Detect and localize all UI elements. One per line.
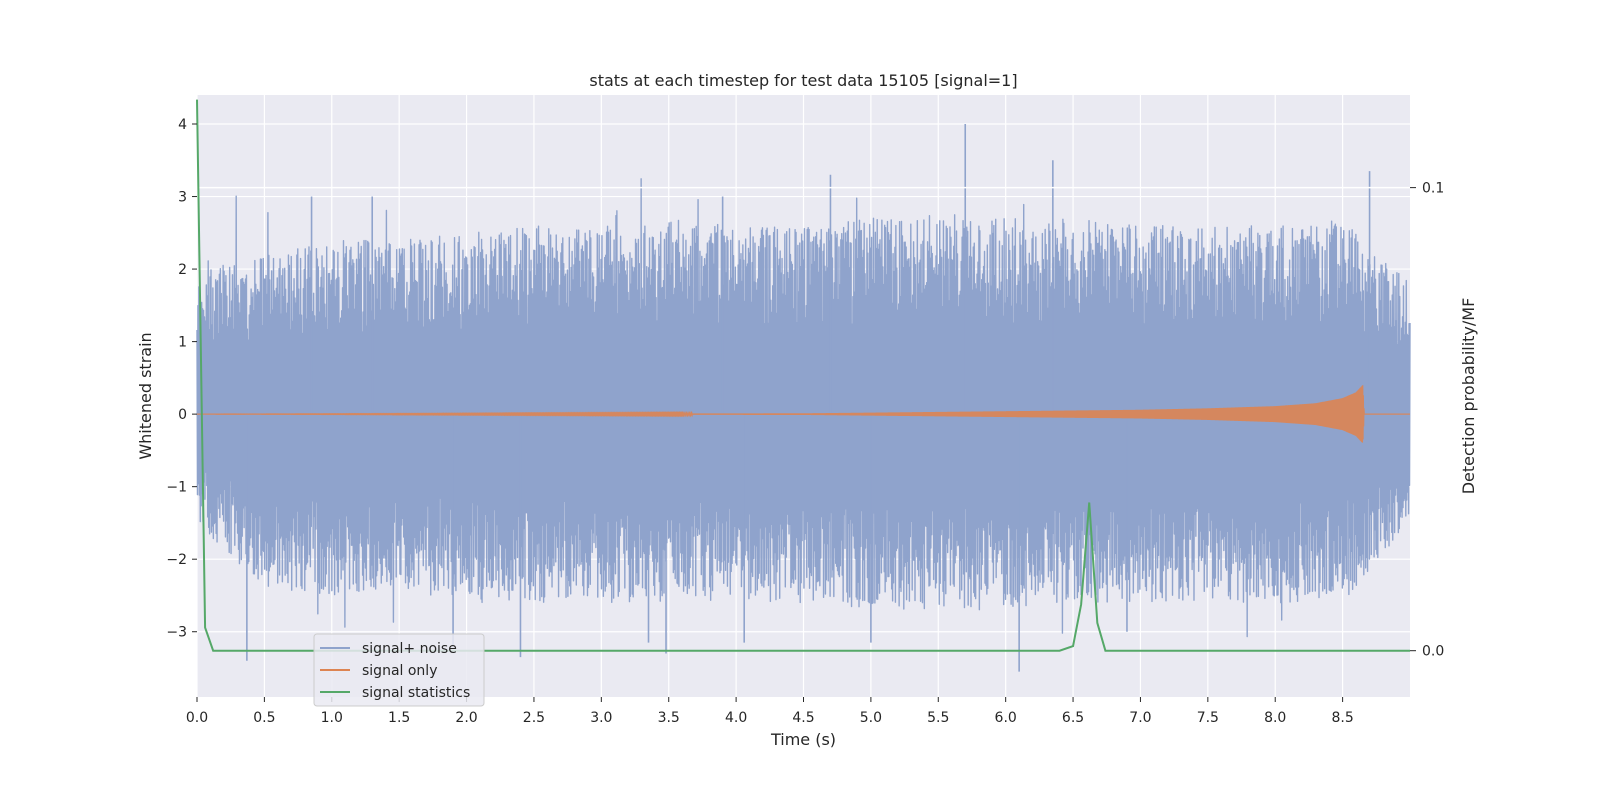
x-tick-label: 5.0 [860,710,882,726]
series-signal-statistics [196,99,1410,652]
y-axis-label-left: Whitened strain [136,332,155,459]
x-tick-label: 3.5 [658,710,680,726]
y-right-tick-label: 0.1 [1422,181,1444,197]
x-axis-label: Time (s) [770,730,836,749]
x-tick-label: 2.0 [455,710,477,726]
series-signal-noise [196,124,1411,672]
x-tick-label: 7.0 [1129,710,1151,726]
x-tick-label: 1.5 [388,710,410,726]
x-tick-label: 0.0 [186,710,208,726]
x-tick-label: 7.5 [1197,710,1219,726]
x-tick-label: 6.0 [995,710,1017,726]
y-left-tick-label: 3 [178,190,187,206]
x-tick-label: 0.5 [253,710,275,726]
signal-noise-line [196,178,1411,638]
x-tick-label: 2.5 [523,710,545,726]
y-right-tick-label: 0.0 [1422,644,1444,660]
y-axis-label-right: Detection probability/MF [1459,298,1478,495]
x-tick-label: 8.5 [1331,710,1353,726]
legend-label: signal+ noise [362,641,457,657]
y-left-tick-label: −2 [166,552,187,568]
legend: signal+ noise signal only signal statistic… [313,633,485,707]
y-left-tick-label: −3 [166,625,187,641]
legend-label: signal only [362,663,437,679]
y-left-tick-label: 1 [178,335,187,351]
y-left-tick-label: 0 [178,407,187,423]
y-left-tick-label: 4 [178,117,187,133]
x-tick-label: 4.0 [725,710,747,726]
x-tick-label: 5.5 [927,710,949,726]
y-left-tick-label: −1 [166,480,187,496]
legend-box [313,633,485,707]
x-tick-label: 8.0 [1264,710,1286,726]
signal-statistics-line [196,99,1410,652]
x-tick-label: 4.5 [792,710,814,726]
x-tick-label: 1.0 [321,710,343,726]
legend-label: signal statistics [362,685,470,701]
y-left-tick-label: 2 [178,262,187,278]
chart-title: stats at each timestep for test data 151… [589,71,1017,90]
series-signal-only [197,385,1410,443]
x-tick-label: 3.0 [590,710,612,726]
x-tick-label: 6.5 [1062,710,1084,726]
axes: 0.0 0.5 1.0 1.5 2.0 2.5 3.0 3.5 4.0 4.5 5.0 5.5 6.0 6… [166,117,1444,726]
signal-only-line [197,385,1410,443]
